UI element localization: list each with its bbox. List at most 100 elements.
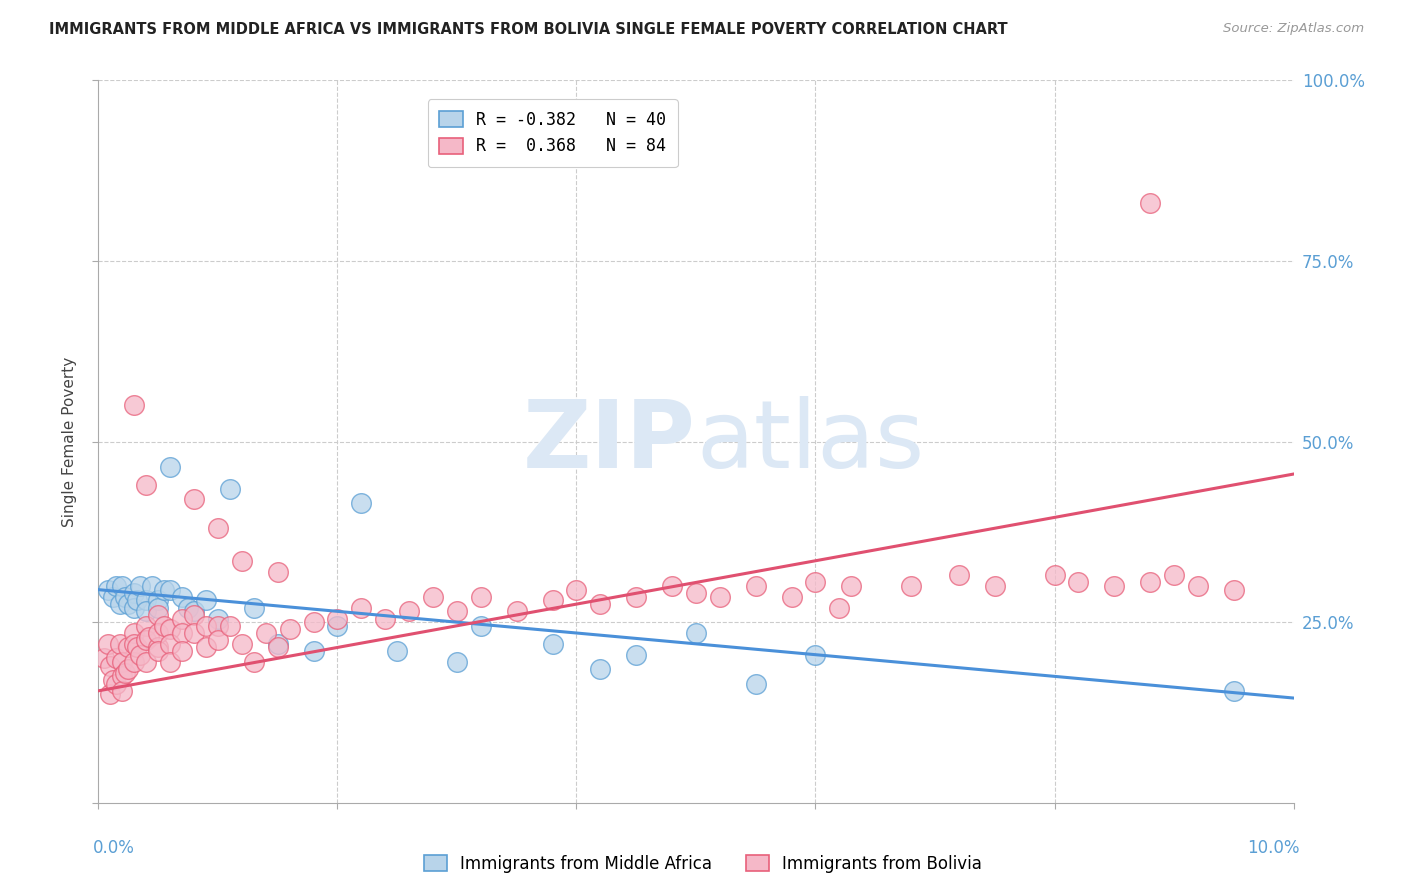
Point [565, 582, 588, 597]
Point [129, 648, 152, 662]
Point [159, 637, 181, 651]
Text: atlas: atlas [696, 395, 924, 488]
Point [302, 644, 325, 658]
Point [129, 579, 152, 593]
Point [135, 619, 157, 633]
Point [124, 637, 146, 651]
Point [326, 619, 349, 633]
Y-axis label: Single Female Poverty: Single Female Poverty [62, 357, 77, 526]
Point [243, 600, 266, 615]
Point [302, 615, 325, 630]
Point [350, 496, 373, 510]
Point [124, 626, 146, 640]
Point [148, 607, 170, 622]
Point [183, 492, 205, 507]
Point [231, 554, 253, 568]
Point [177, 600, 200, 615]
Point [148, 626, 170, 640]
Point [626, 648, 648, 662]
Point [159, 459, 181, 474]
Point [207, 611, 229, 625]
Point [1187, 579, 1209, 593]
Point [108, 637, 131, 651]
Point [153, 619, 176, 633]
Point [422, 590, 444, 604]
Point [685, 586, 707, 600]
Point [124, 398, 146, 412]
Point [278, 623, 301, 637]
Point [148, 593, 170, 607]
Point [195, 593, 218, 607]
Point [219, 619, 242, 633]
Point [350, 600, 373, 615]
Point [267, 637, 290, 651]
Point [267, 565, 290, 579]
Point [1043, 568, 1066, 582]
Point [172, 626, 194, 640]
Point [141, 579, 163, 593]
Point [541, 593, 564, 607]
Point [172, 644, 194, 658]
Point [105, 579, 128, 593]
Point [111, 579, 134, 593]
Point [101, 590, 124, 604]
Point [231, 637, 253, 651]
Point [1223, 683, 1246, 698]
Point [1104, 579, 1126, 593]
Point [828, 600, 851, 615]
Point [506, 604, 529, 618]
Point [183, 604, 205, 618]
Text: Source: ZipAtlas.com: Source: ZipAtlas.com [1223, 22, 1364, 36]
Point [709, 590, 731, 604]
Point [243, 655, 266, 669]
Point [172, 590, 194, 604]
Point [1139, 575, 1161, 590]
Point [183, 626, 205, 640]
Point [446, 604, 468, 618]
Point [326, 611, 349, 625]
Text: 10.0%: 10.0% [1247, 839, 1299, 857]
Point [125, 640, 148, 655]
Point [98, 687, 122, 701]
Point [153, 582, 176, 597]
Point [900, 579, 922, 593]
Point [101, 673, 124, 687]
Point [195, 619, 218, 633]
Point [207, 619, 229, 633]
Point [105, 651, 128, 665]
Point [125, 593, 148, 607]
Text: IMMIGRANTS FROM MIDDLE AFRICA VS IMMIGRANTS FROM BOLIVIA SINGLE FEMALE POVERTY C: IMMIGRANTS FROM MIDDLE AFRICA VS IMMIGRA… [49, 22, 1008, 37]
Point [159, 655, 181, 669]
Point [114, 665, 136, 680]
Point [135, 478, 157, 492]
Point [219, 482, 242, 496]
Point [804, 575, 827, 590]
Point [135, 655, 157, 669]
Point [98, 658, 122, 673]
Point [117, 597, 139, 611]
Point [124, 655, 146, 669]
Point [661, 579, 683, 593]
Text: ZIP: ZIP [523, 395, 696, 488]
Point [138, 630, 160, 644]
Point [470, 619, 492, 633]
Point [108, 597, 131, 611]
Point [398, 604, 420, 618]
Point [685, 626, 707, 640]
Point [97, 582, 120, 597]
Point [984, 579, 1007, 593]
Point [159, 623, 181, 637]
Point [135, 593, 157, 607]
Point [385, 644, 409, 658]
Point [589, 662, 612, 676]
Point [841, 579, 863, 593]
Point [626, 590, 648, 604]
Point [159, 582, 181, 597]
Legend: R = -0.382   N = 40, R =  0.368   N = 84: R = -0.382 N = 40, R = 0.368 N = 84 [427, 99, 678, 167]
Text: 0.0%: 0.0% [93, 839, 135, 857]
Point [207, 521, 229, 535]
Legend: Immigrants from Middle Africa, Immigrants from Bolivia: Immigrants from Middle Africa, Immigrant… [418, 848, 988, 880]
Point [135, 604, 157, 618]
Point [111, 655, 134, 669]
Point [745, 676, 768, 690]
